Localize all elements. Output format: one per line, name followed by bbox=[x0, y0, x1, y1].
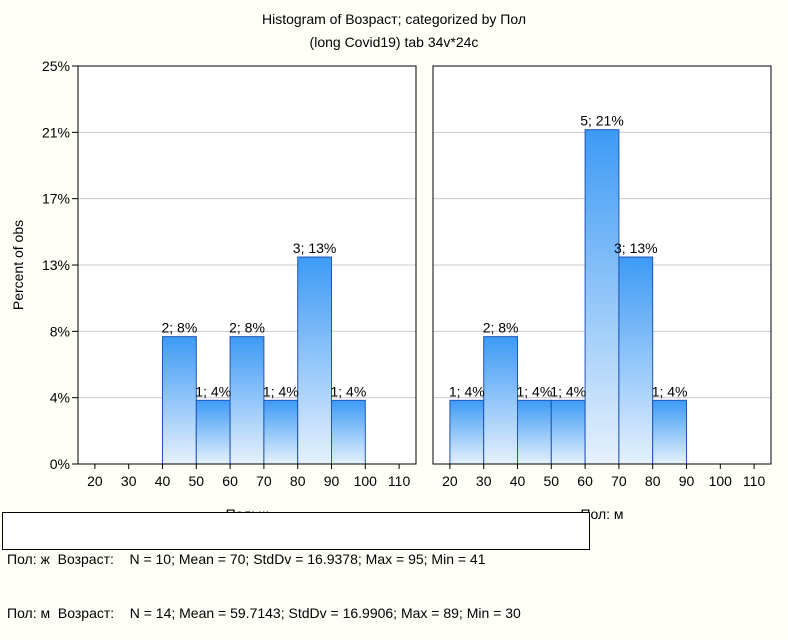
histogram-bar bbox=[517, 399, 552, 465]
histogram-bar bbox=[449, 399, 485, 465]
x-tick-label: 90 bbox=[679, 473, 695, 489]
x-tick-label: 20 bbox=[442, 473, 458, 489]
bar-data-label: 5; 21% bbox=[580, 113, 624, 129]
bar-data-label: 1; 4% bbox=[652, 383, 688, 399]
panel-2: 1; 4%2; 8%1; 4%1; 4%5; 21%3; 13%1; 4%20 3… bbox=[432, 65, 772, 522]
plot-frame bbox=[77, 65, 417, 465]
chart-title: Histogram of Возраст; categorized by Пол bbox=[262, 11, 526, 27]
x-tick-label: 40 bbox=[155, 473, 171, 489]
histogram-bar bbox=[483, 336, 519, 465]
plot-frame bbox=[432, 65, 772, 465]
x-tick-label: 20 bbox=[87, 473, 103, 489]
histogram-bar bbox=[297, 256, 333, 465]
y-tick-label: 8% bbox=[50, 323, 70, 339]
x-tick-label: 70 bbox=[611, 473, 627, 489]
histogram-bar bbox=[550, 399, 586, 465]
x-tick-label: 110 bbox=[743, 473, 766, 489]
chart-subtitle: (long Covid19) tab 34v*24c bbox=[310, 34, 479, 50]
x-tick-label: 110 bbox=[388, 473, 411, 489]
bar-data-label: 2; 8% bbox=[229, 320, 265, 336]
x-tick-label: 90 bbox=[324, 473, 340, 489]
x-tick-label: 60 bbox=[577, 473, 593, 489]
y-tick-label: 17% bbox=[42, 191, 70, 207]
bar-data-label: 2; 8% bbox=[483, 320, 519, 336]
y-tick-label: 13% bbox=[42, 257, 70, 273]
histogram-bar bbox=[195, 399, 231, 465]
bar-data-label: 3; 13% bbox=[293, 240, 337, 256]
histogram-chart: Histogram of Возраст; categorized by Пол… bbox=[10, 11, 772, 522]
histogram-bar bbox=[652, 399, 688, 465]
x-tick-label: 80 bbox=[645, 473, 661, 489]
histogram-bar bbox=[162, 336, 197, 465]
x-tick-label: 30 bbox=[476, 473, 492, 489]
histogram-bar bbox=[618, 256, 654, 465]
bar-data-label: 1; 4% bbox=[516, 383, 552, 399]
statistics-box: Пол: ж Возраст: N = 10; Mean = 70; StdDv… bbox=[2, 512, 590, 621]
histogram-bar bbox=[584, 129, 620, 465]
x-tick-label: 70 bbox=[256, 473, 272, 489]
histogram-bar bbox=[263, 399, 299, 465]
y-tick-label: 21% bbox=[42, 124, 70, 140]
x-tick-label: 100 bbox=[709, 473, 733, 489]
y-tick-label: 25% bbox=[42, 58, 70, 74]
bar-data-label: 2; 8% bbox=[161, 320, 197, 336]
histogram-bar bbox=[229, 336, 265, 465]
stats-line-male: Пол: м Возраст: N = 14; Mean = 59.7143; … bbox=[7, 605, 521, 621]
x-tick-label: 30 bbox=[121, 473, 137, 489]
histogram-bar bbox=[331, 399, 366, 465]
y-tick-label: 4% bbox=[50, 390, 70, 406]
x-tick-label: 50 bbox=[189, 473, 205, 489]
bar-data-label: 3; 13% bbox=[614, 240, 658, 256]
x-tick-label: 80 bbox=[290, 473, 306, 489]
x-tick-label: 100 bbox=[354, 473, 378, 489]
y-axis-label: Percent of obs bbox=[10, 220, 26, 310]
bar-data-label: 1; 4% bbox=[550, 383, 586, 399]
y-tick-label: 0% bbox=[50, 456, 70, 472]
panel-1: 2; 8% 1; 4% 2; 8% 1; 4% 3; 13% 1; 4% 20 30 40 50 6… bbox=[77, 65, 417, 522]
bar-data-label: 1; 4% bbox=[263, 383, 299, 399]
x-tick-label: 40 bbox=[510, 473, 526, 489]
bar-data-label: 1; 4% bbox=[449, 383, 485, 399]
x-tick-label: 60 bbox=[222, 473, 238, 489]
x-axis-label: Пол: м bbox=[580, 506, 623, 522]
x-tick-label: 50 bbox=[544, 473, 560, 489]
bar-data-label: 1; 4% bbox=[330, 383, 366, 399]
bar-data-label: 1; 4% bbox=[195, 383, 231, 399]
